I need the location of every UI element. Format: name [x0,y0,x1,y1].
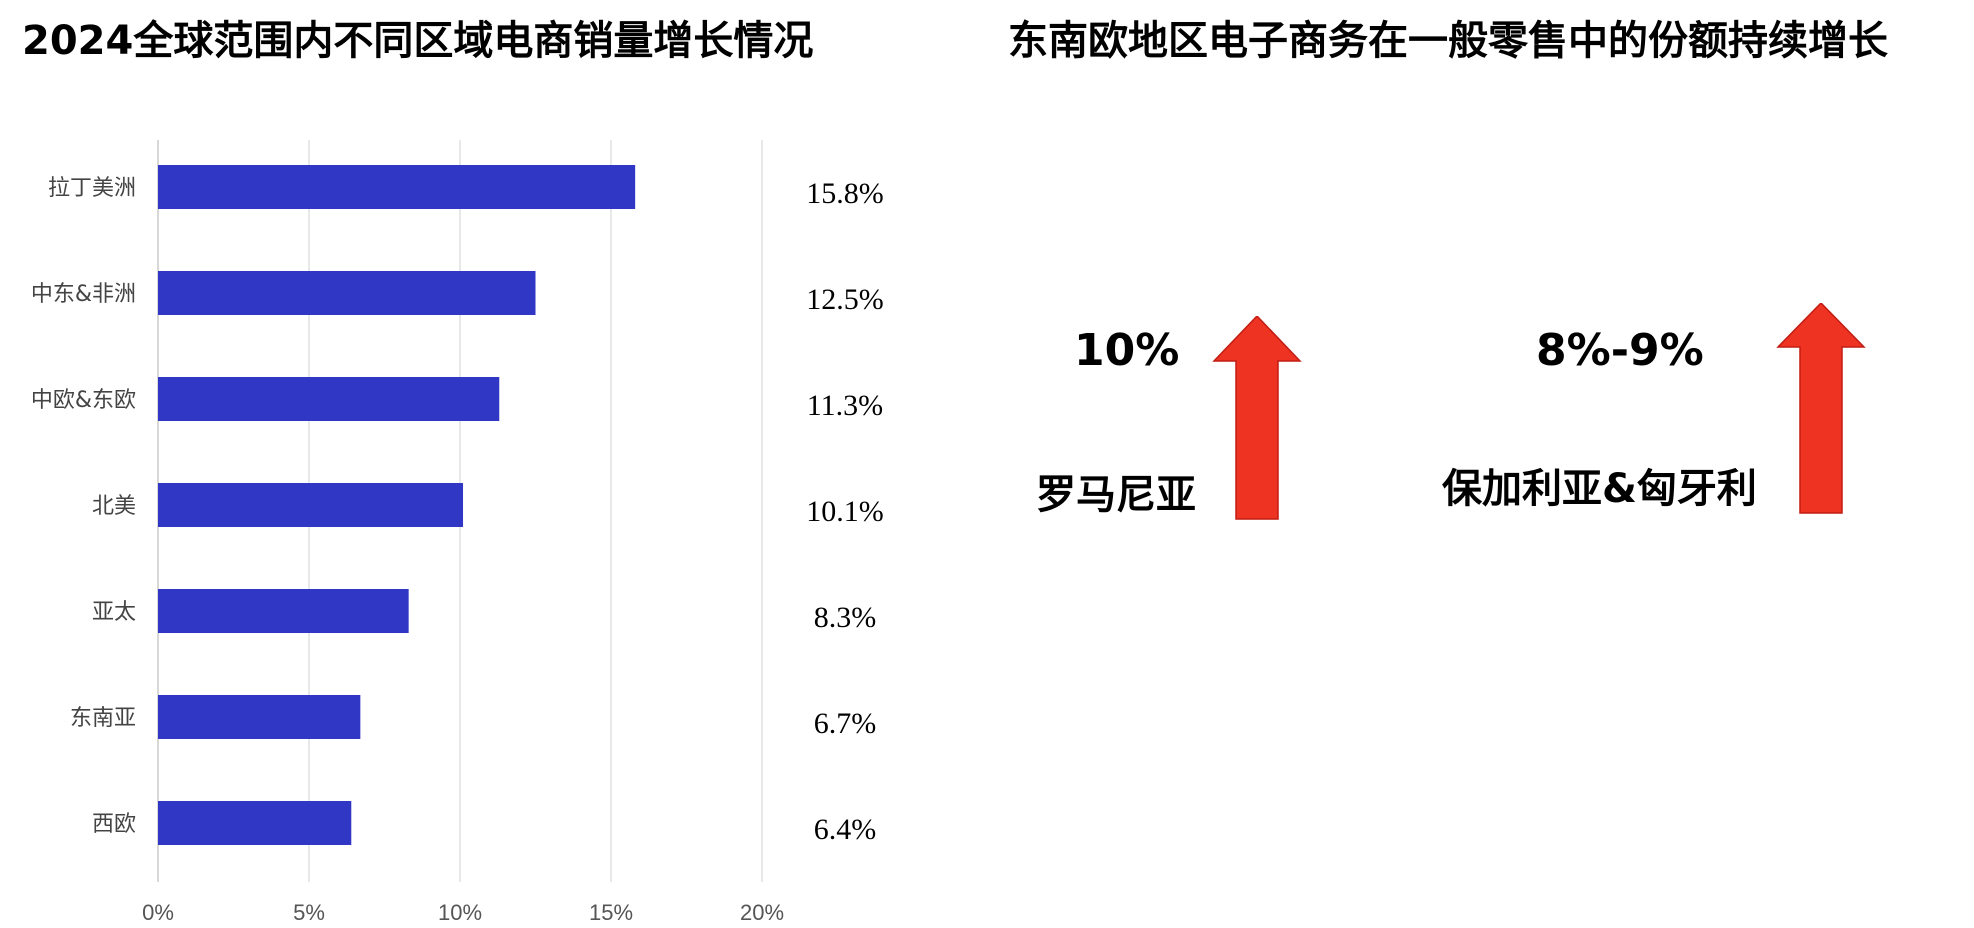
chart-title: 2024全球范围内不同区域电商销量增长情况 [22,18,814,64]
up-arrow-icon [1212,316,1302,520]
bar [158,377,500,421]
data-label: 8.3% [814,601,877,634]
bar [158,589,409,633]
up-arrow-icon [1776,303,1866,514]
x-tick-label: 20% [740,900,784,925]
callout-percent-romania: 10% [1074,325,1180,376]
bar [158,695,361,739]
bar [158,165,636,209]
x-tick-label: 5% [293,900,325,925]
data-label: 12.5% [806,283,884,316]
callout-title: 东南欧地区电子商务在一般零售中的份额持续增长 [1008,18,1888,64]
category-label: 拉丁美洲 [48,176,136,201]
category-label: 北美 [92,494,136,519]
data-label: 6.7% [814,707,877,740]
bar [158,271,536,315]
callout-region-bulgaria-hungary: 保加利亚&匈牙利 [1442,466,1757,512]
bar [158,801,352,845]
category-label: 东南亚 [70,706,136,731]
category-label: 中东&非洲 [31,282,136,307]
data-label: 6.4% [814,813,877,846]
callout-region-romania: 罗马尼亚 [1036,472,1196,518]
data-label: 10.1% [806,495,884,528]
bar [158,483,464,527]
category-label: 亚太 [92,600,136,625]
x-tick-label: 10% [438,900,482,925]
data-label: 15.8% [806,177,884,210]
x-tick-label: 15% [589,900,633,925]
category-label: 中欧&东欧 [31,388,136,413]
x-tick-label: 0% [142,900,174,925]
data-label: 11.3% [807,389,883,422]
bar-chart: 0% 5% 10% 15% 20% 拉丁美洲 15.8% 中东&非洲 12.5% 中欧&东欧 11.… [31,140,884,925]
category-label: 西欧 [92,812,136,837]
callout-percent-bulgaria-hungary: 8%-9% [1536,325,1704,376]
